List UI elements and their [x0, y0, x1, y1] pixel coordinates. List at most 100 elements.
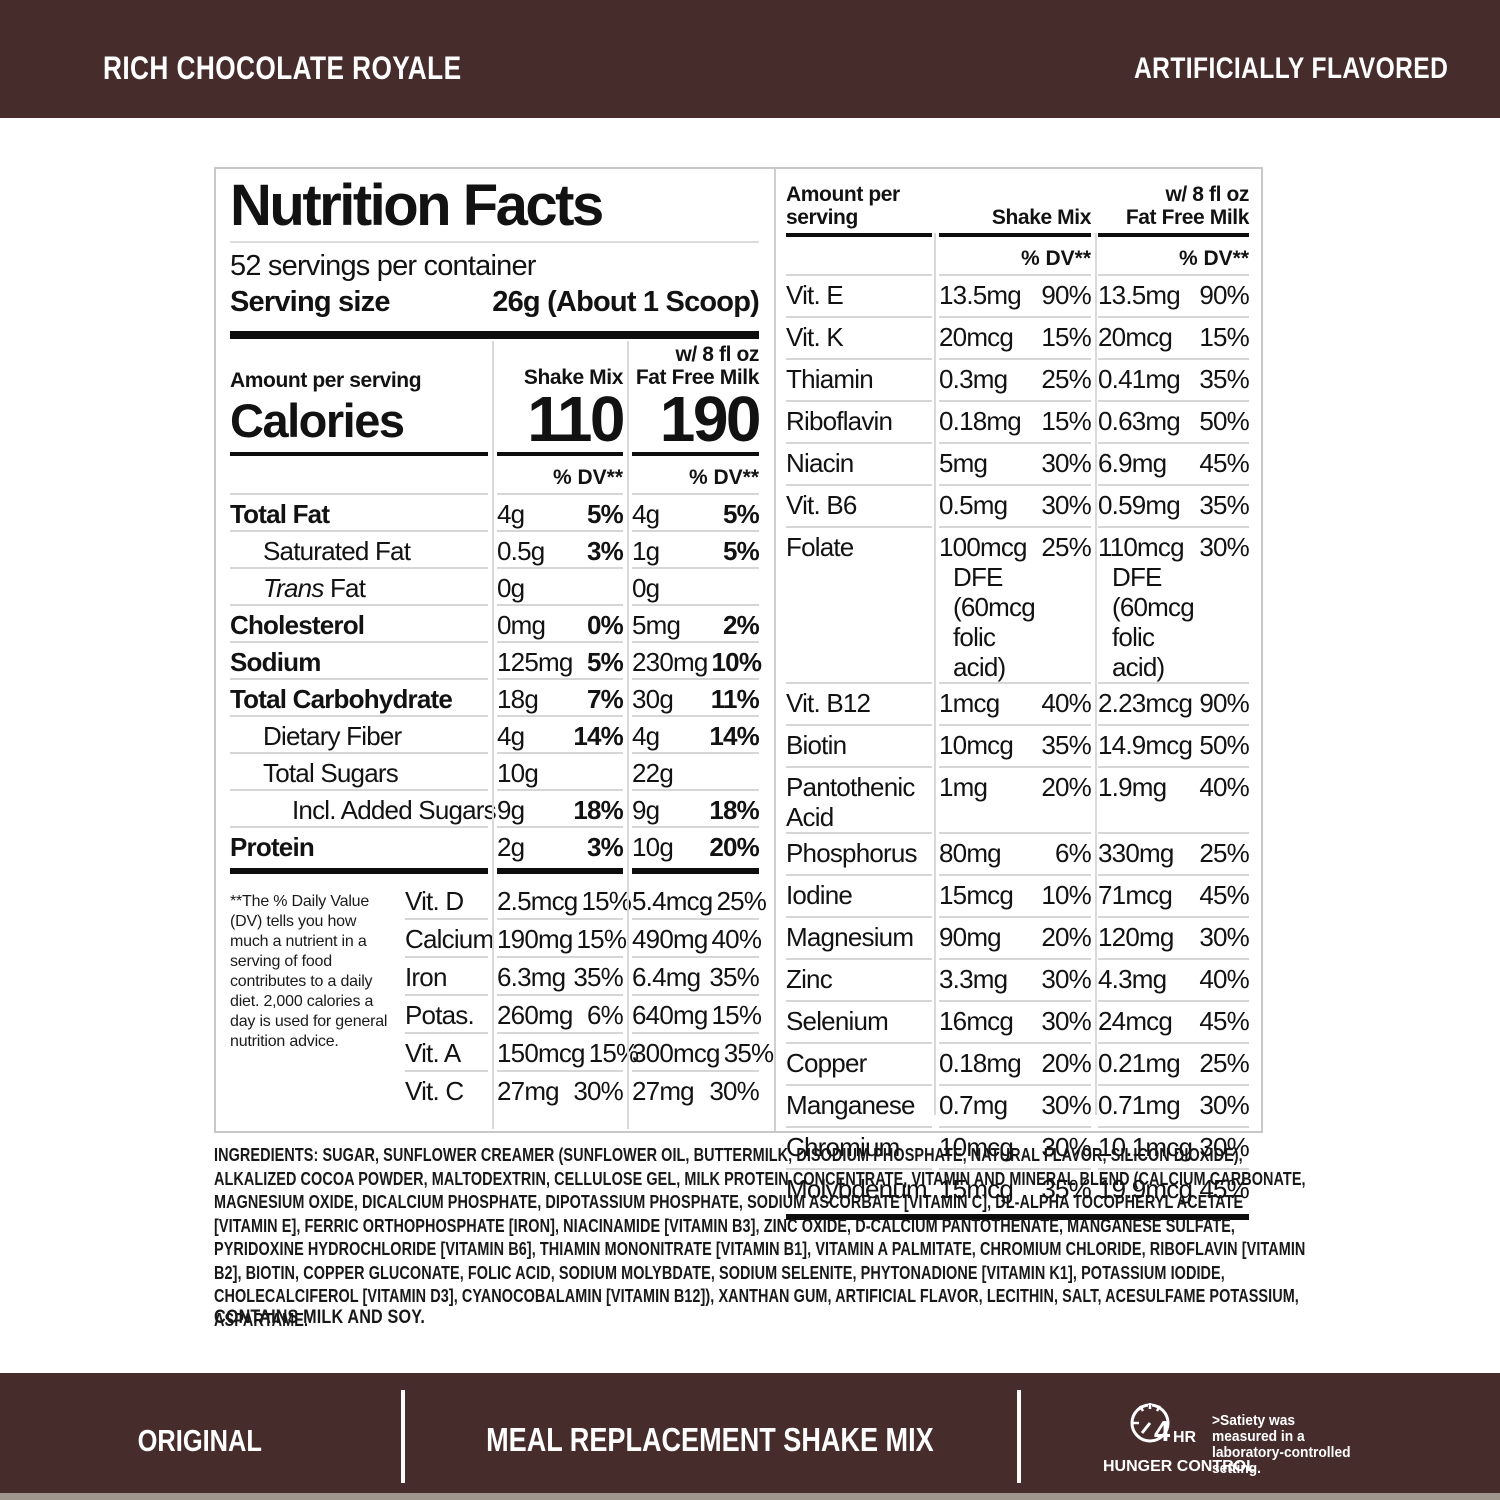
column-divider — [1095, 233, 1097, 1115]
amount: 1mg — [939, 772, 988, 802]
percent-dv: 45% — [1199, 1006, 1249, 1036]
vitamin-name: Calcium — [405, 920, 494, 958]
amount: 6.3mg — [497, 962, 566, 992]
calories-labels: Amount per serving Calories — [230, 343, 488, 449]
nutrient-name: Vit. B12 — [786, 684, 932, 726]
flavor-name: RICH CHOCOLATE ROYALE — [103, 50, 540, 87]
percent-dv: 35% — [573, 962, 623, 992]
rule-segment — [230, 868, 488, 874]
nutrient-row: Manganese 0.7mg 30% 0.71mg 30% — [786, 1086, 1250, 1128]
nutrient-name: Copper — [786, 1044, 932, 1086]
value-cell: 0.21mg 25% — [1098, 1044, 1250, 1086]
value-cell: 10.1mcg 30% — [1098, 1128, 1250, 1170]
percent-dv: 90% — [1199, 688, 1249, 718]
amount: 190mg — [497, 924, 573, 954]
amount: 0.18mg — [939, 1048, 1022, 1078]
dv-header-shake-mix: % DV** — [939, 237, 1091, 276]
amount: 2g — [497, 832, 525, 862]
clock-hours-value: 4 — [1154, 1416, 1171, 1448]
value-cell: 190mg 15% — [497, 920, 627, 958]
right-panel-header: Amount per serving Shake Mix w/ 8 fl oz Fa… — [786, 177, 1249, 237]
medium-rule — [230, 452, 759, 456]
percent-dv: 6% — [1055, 838, 1092, 868]
amount: 15mcg — [939, 880, 1014, 910]
nutrient-row: Selenium 16mcg 30% 24mcg 45% — [786, 1002, 1250, 1044]
value-cell: 18g 7% — [497, 680, 624, 717]
nutrient-name: Protein — [230, 832, 315, 862]
amount: 300mcg — [632, 1038, 721, 1068]
amount: 22g — [632, 758, 674, 788]
value-cell: 71mcg 45% — [1098, 876, 1250, 918]
value-cell: 24mcg 45% — [1098, 1002, 1250, 1044]
bottom-banner — [0, 1373, 1500, 1500]
value-cell: 80mg 6% — [939, 834, 1092, 876]
amount: 24mcg — [1098, 1006, 1173, 1036]
calories-label: Calories — [230, 394, 405, 447]
nutrient-row: Incl. Added Sugars 9g 18% 9g 18% — [230, 791, 760, 828]
value-cell: 100mcg DFE (60mcg folic acid) 25% — [939, 528, 1092, 684]
nutrient-name: Vit. E — [786, 276, 932, 318]
amount: 16mcg — [939, 1006, 1014, 1036]
milk-header-line2: Fat Free Milk — [1125, 206, 1250, 229]
percent-dv: 30% — [1199, 922, 1249, 952]
calories-shake-mix-value: 110 — [527, 383, 625, 455]
amount: 27mg — [632, 1076, 695, 1106]
daily-value-header-row: % DV** % DV** — [230, 456, 759, 495]
top-banner: RICH CHOCOLATE ROYALE ARTIFICIALLY FLAVO… — [0, 0, 1500, 118]
nutrient-row: Sodium 125mg 5% 230mg 10% — [230, 643, 762, 680]
amount: 27mg — [497, 1076, 560, 1106]
percent-dv: 10% — [711, 647, 762, 677]
empty-cell — [786, 237, 932, 276]
percent-dv: 25% — [1041, 364, 1091, 394]
percent-dv: 30% — [1199, 532, 1249, 562]
value-cell: 0.18mg 20% — [939, 1044, 1092, 1086]
value-cell: 0g — [632, 569, 759, 606]
percent-dv: 25% — [716, 886, 767, 916]
product-type-name: MEAL REPLACEMENT SHAKE MIX — [405, 1421, 1015, 1459]
value-cell: 6.4mg 35% — [632, 958, 760, 996]
nutrient-name: Pantothenic Acid — [786, 768, 932, 834]
value-cell: 300mcg 35% — [632, 1034, 774, 1072]
percent-dv: 20% — [709, 832, 759, 862]
value-cell: 2.5mcg 15% — [497, 882, 632, 920]
amount: 260mg — [497, 1000, 573, 1030]
amount: 100mcg DFE (60mcg folic acid) — [939, 532, 1036, 682]
vitamin-name: Iron — [405, 958, 488, 996]
value-cell: 260mg 6% — [497, 996, 624, 1034]
amount: 1g — [632, 536, 660, 566]
percent-dv: 15% — [1199, 322, 1249, 352]
nutrient-name: Saturated Fat — [230, 532, 488, 569]
value-cell: 19.9mcg 45% — [1098, 1170, 1250, 1212]
percent-dv: 45% — [1199, 1174, 1249, 1204]
banner-divider — [401, 1390, 405, 1483]
thick-rule — [786, 1214, 1249, 1220]
percent-dv: 30% — [1199, 1132, 1249, 1162]
amount: 4g — [497, 721, 525, 751]
percent-dv: 5% — [587, 499, 624, 529]
percent-dv: 45% — [1199, 448, 1249, 478]
percent-dv: 15% — [1041, 406, 1091, 436]
value-cell: 5mg 2% — [632, 606, 760, 643]
value-cell: 20mcg 15% — [939, 318, 1092, 360]
value-cell: 330mg 25% — [1098, 834, 1250, 876]
amount: 20mcg — [939, 322, 1014, 352]
value-cell: 9g 18% — [497, 791, 624, 828]
amount: 0.59mg — [1098, 490, 1181, 520]
value-cell: 120mg 30% — [1098, 918, 1250, 960]
nutrient-row: Phosphorus 80mg 6% 330mg 25% — [786, 834, 1250, 876]
product-type-text: MEAL REPLACEMENT SHAKE MIX — [486, 1421, 934, 1458]
amount: 0.71mg — [1098, 1090, 1181, 1120]
percent-dv: 50% — [1199, 730, 1249, 760]
nutrient-name: Cholesterol — [230, 606, 488, 643]
amount: 9g — [497, 795, 525, 825]
percent-dv: 5% — [587, 647, 624, 677]
amount: 150mcg — [497, 1038, 586, 1068]
column-divider — [627, 341, 629, 1129]
vitamin-name: Vit. D — [405, 882, 488, 920]
nutrient-row: Dietary Fiber 4g 14% 4g 14% — [230, 717, 760, 754]
percent-dv: 10% — [1041, 880, 1091, 910]
amount: 90mg — [939, 922, 1002, 952]
value-cell: 90mg 20% — [939, 918, 1092, 960]
percent-dv: 30% — [709, 1076, 759, 1106]
